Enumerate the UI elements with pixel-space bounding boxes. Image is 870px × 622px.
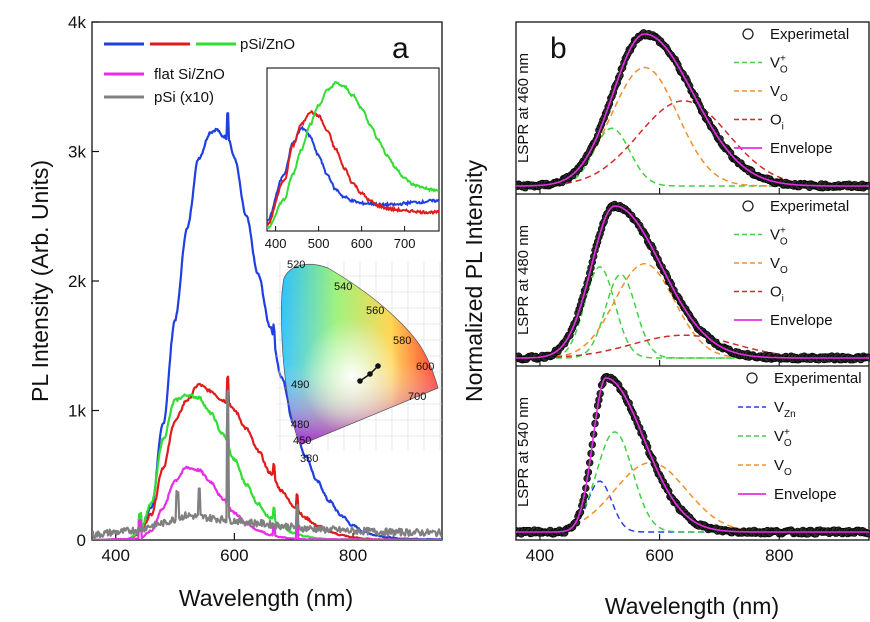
legend-label-sup: +	[780, 54, 786, 65]
legend-label: V+ O	[774, 427, 792, 449]
panel-b-axes: 400 600 800	[526, 188, 793, 565]
component-curve	[516, 273, 868, 359]
y-tick-label: 2k	[68, 272, 86, 291]
legend-label: Experimetal	[770, 198, 849, 215]
legend-label-sup: +	[784, 427, 790, 438]
inset-x-tick-label: 500	[308, 236, 330, 251]
inset-series	[267, 81, 439, 230]
cie-point	[357, 378, 363, 384]
y-tick-label: 4k	[68, 13, 86, 32]
cie-gamut-outline	[281, 263, 439, 446]
spectrum-line	[92, 465, 442, 540]
legend-label-sub: O	[784, 467, 792, 478]
legend-label-sub: i	[782, 122, 784, 133]
subpanel-label-540: LSPR at 540 nm	[515, 397, 532, 507]
panel-a-axes: 400 600 800 0 1k 2k 3k 4k	[68, 13, 367, 565]
legend-label: VZn	[774, 399, 796, 420]
x-tick-label: 800	[339, 546, 367, 565]
subpanel-label-460: LSPR at 460 nm	[515, 53, 532, 163]
cie-label-540: 540	[334, 281, 352, 293]
cie-label-560: 560	[366, 305, 384, 317]
inset-x-tick-label: 700	[394, 236, 416, 251]
legend-symbol-experimental	[742, 200, 754, 212]
inset-frame	[266, 67, 440, 232]
legend-label: VO	[770, 255, 788, 276]
legend-symbol-experimental	[746, 372, 758, 384]
inset-spectra: 400 500 600 700	[265, 67, 440, 251]
envelope-line	[516, 377, 869, 533]
legend-label: VO	[770, 83, 788, 104]
subpanel-label-480: LSPR at 480 nm	[515, 225, 532, 335]
panel-a-ylabel: PL Intensity (Arb. Units)	[27, 160, 53, 402]
legend-label: V+ O	[770, 54, 788, 76]
legend-label-sub: O	[780, 93, 788, 104]
legend-label: VO	[774, 457, 792, 478]
cie-label-380: 380	[300, 453, 318, 465]
component-curve	[516, 263, 868, 359]
cie-point	[367, 371, 373, 377]
inset-x-tick-label: 400	[265, 236, 287, 251]
cie-label-450: 450	[293, 435, 311, 447]
x-tick-label: 800	[765, 546, 793, 565]
legend-label-flat-si-zno: flat Si/ZnO	[154, 66, 225, 83]
inset-x-tick-label: 600	[351, 236, 373, 251]
envelope-line	[516, 33, 869, 187]
legend-label: Experimental	[774, 370, 862, 387]
panel-b-frame	[515, 21, 870, 541]
y-tick-label: 1k	[68, 402, 86, 421]
cie-label-480: 480	[291, 419, 309, 431]
inset-spectrum-line	[267, 109, 439, 227]
spectrum-line	[92, 389, 442, 539]
panel-a-series	[92, 112, 442, 540]
legend-label: Oi	[770, 284, 784, 305]
y-tick-label: 0	[77, 531, 86, 550]
legend-label-sub: O	[780, 65, 788, 76]
panel-b-letter: b	[550, 32, 567, 65]
legend-label: Experimetal	[770, 26, 849, 43]
panel-a-letter: a	[392, 32, 409, 65]
legend-label-psi-x10: pSi (x10)	[154, 89, 214, 106]
legend-label: Envelope	[774, 486, 837, 503]
y-tick-label: 3k	[68, 143, 86, 162]
panel-b-series	[516, 29, 870, 538]
x-tick-label: 600	[645, 546, 673, 565]
legend-symbol-experimental	[742, 28, 754, 40]
legend-label: Envelope	[770, 312, 833, 329]
cie-label-490: 490	[291, 379, 309, 391]
envelope-line	[516, 205, 869, 359]
x-tick-label: 400	[102, 546, 130, 565]
panel-b-ylabel: Normalized PL Intensity	[461, 159, 487, 402]
cie-point	[375, 363, 381, 369]
legend-label-sup: +	[780, 226, 786, 237]
inset-axes: 400 500 600 700	[265, 226, 416, 251]
legend-label-sub: O	[784, 438, 792, 449]
legend-label: Envelope	[770, 140, 833, 157]
cie-label-600: 600	[416, 361, 434, 373]
cie-label-580: 580	[393, 335, 411, 347]
cie-label-700: 700	[408, 391, 426, 403]
panel-a-xlabel: Wavelength (nm)	[179, 585, 353, 611]
inset-cie-diagram: 520 540 560 580 600 700 490 480 450 380	[276, 259, 442, 465]
panel-b-xlabel: Wavelength (nm)	[605, 593, 779, 619]
legend-label: V+ O	[770, 226, 788, 248]
cie-label-520: 520	[287, 259, 305, 271]
spectrum-line	[92, 112, 442, 540]
x-tick-label: 400	[526, 546, 554, 565]
legend-label-psi-zno: pSi/ZnO	[240, 36, 295, 53]
inset-spectrum-line	[267, 81, 439, 230]
legend-label-sub: i	[782, 294, 784, 305]
legend-label-sub: O	[780, 265, 788, 276]
legend-label: Oi	[770, 112, 784, 133]
panel-a: 400 600 800 0 1k 2k 3k 4k a PL Intensity (Arb. …	[27, 13, 443, 611]
legend-label-sub: Zn	[784, 409, 796, 420]
x-tick-label: 600	[220, 546, 248, 565]
panel-a-legend: pSi/ZnO flat Si/ZnO pSi (x10)	[104, 36, 295, 106]
legend-label-sub: O	[780, 237, 788, 248]
